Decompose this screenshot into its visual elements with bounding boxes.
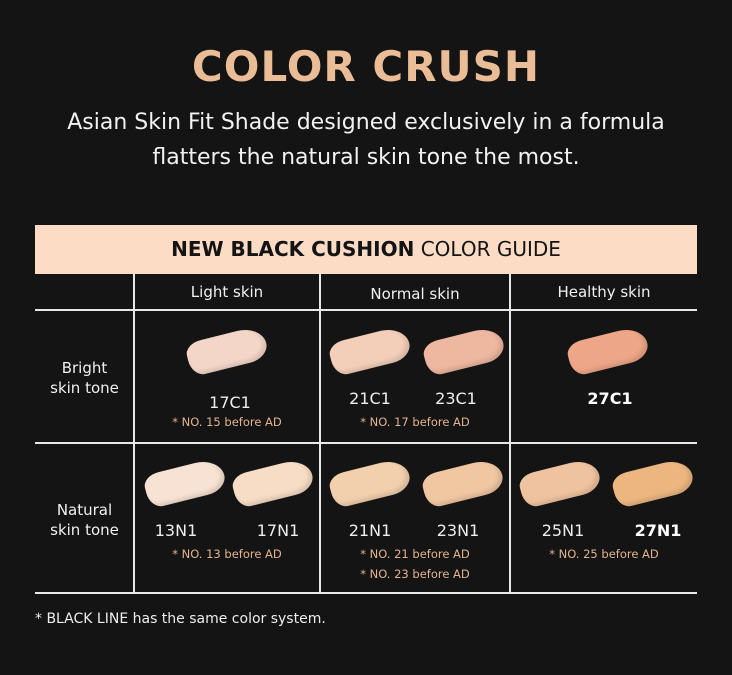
shade-code: 21N1 — [348, 521, 392, 540]
swatch-c21 — [327, 324, 413, 378]
shade-code: 27N1 — [634, 521, 682, 540]
footnote: * BLACK LINE has the same color system. — [35, 611, 326, 627]
divider — [509, 274, 511, 594]
swatch-n27 — [610, 456, 696, 510]
page-title: COLOR CRUSH — [191, 42, 541, 91]
color-guide-header: NEW BLACK CUSHION COLOR GUIDE — [35, 225, 697, 274]
row-label: skin tone — [50, 379, 119, 397]
shade-note: * NO. 23 before AD — [360, 567, 470, 581]
row-label: Natural — [56, 501, 113, 519]
divider — [35, 309, 697, 311]
divider — [133, 274, 135, 594]
shade-code: 13N1 — [154, 521, 198, 540]
guide-title-bold: NEW BLACK CUSHION — [171, 237, 415, 261]
swatch-n23 — [420, 456, 506, 510]
swatch-c27 — [565, 324, 651, 378]
swatch-n25 — [517, 456, 603, 510]
shade-code: 25N1 — [541, 521, 585, 540]
row-header-bright: Bright skin tone — [35, 358, 134, 398]
subtitle-line-2: flatters the natural skin tone the most. — [152, 145, 580, 170]
row-label: skin tone — [50, 521, 119, 539]
shade-code: 27C1 — [587, 389, 633, 408]
shade-note: * NO. 21 before AD — [360, 547, 470, 561]
guide-title-rest: COLOR GUIDE — [414, 237, 561, 261]
shade-code: 21C1 — [349, 389, 391, 408]
swatch-n13 — [142, 456, 228, 510]
row-label: Bright — [61, 359, 108, 377]
divider — [35, 592, 697, 594]
row-header-natural: Natural skin tone — [35, 500, 134, 540]
shade-code: 23N1 — [436, 521, 480, 540]
shade-code: 17C1 — [209, 393, 251, 412]
column-header-healthy: Healthy skin — [557, 283, 651, 301]
shade-note: * NO. 25 before AD — [549, 547, 659, 561]
swatch-c17 — [184, 324, 270, 378]
shade-code: 23C1 — [435, 389, 477, 408]
shade-note: * NO. 15 before AD — [172, 415, 282, 429]
shade-code: 17N1 — [256, 521, 300, 540]
shade-note: * NO. 17 before AD — [360, 415, 470, 429]
swatch-n17 — [230, 456, 316, 510]
swatch-n21 — [327, 456, 413, 510]
subtitle-line-1: Asian Skin Fit Shade designed exclusivel… — [67, 110, 665, 135]
shade-note: * NO. 13 before AD — [172, 547, 282, 561]
column-header-normal: Normal skin — [370, 285, 460, 303]
divider — [319, 274, 321, 594]
swatch-c23 — [421, 324, 507, 378]
column-header-light: Light skin — [190, 283, 264, 301]
divider — [35, 442, 697, 444]
